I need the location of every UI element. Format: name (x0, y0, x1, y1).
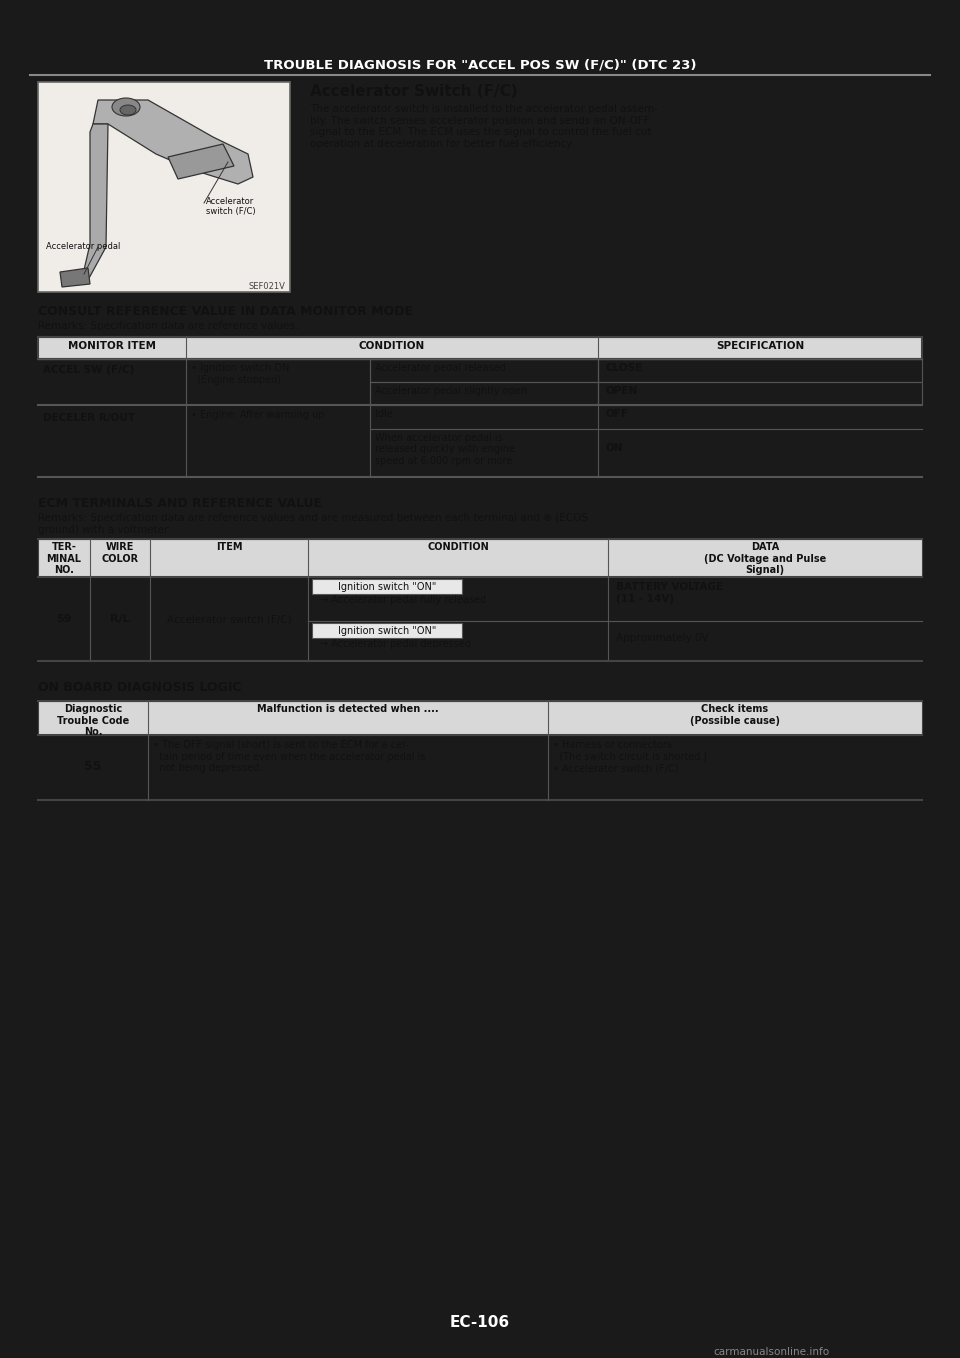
Bar (598, 382, 922, 405)
FancyBboxPatch shape (312, 579, 462, 593)
Text: Remarks: Specification data are reference values.: Remarks: Specification data are referenc… (38, 320, 299, 331)
Bar (598, 359, 922, 382)
Text: Accelerator pedal: Accelerator pedal (46, 242, 120, 251)
Text: → Accelerator pedal fully released: → Accelerator pedal fully released (320, 595, 486, 606)
Text: DECELER R/OUT: DECELER R/OUT (43, 413, 135, 422)
Text: Approximately 0V: Approximately 0V (616, 633, 708, 642)
Text: SPECIFICATION: SPECIFICATION (716, 341, 804, 350)
Bar (38, 701, 922, 735)
Text: When accelerator pedal is
released quickly with engine
speed at 6,000 rpm or mor: When accelerator pedal is released quick… (375, 433, 516, 466)
Text: WIRE
COLOR: WIRE COLOR (102, 542, 138, 564)
Text: Idle: Idle (375, 409, 393, 420)
Polygon shape (70, 124, 108, 280)
Text: BATTERY VOLTAGE
(11 - 14V): BATTERY VOLTAGE (11 - 14V) (616, 583, 723, 603)
Text: Accelerator pedal released: Accelerator pedal released (375, 363, 506, 373)
Text: 59: 59 (57, 614, 72, 623)
Text: CONSULT REFERENCE VALUE IN DATA MONITOR MODE: CONSULT REFERENCE VALUE IN DATA MONITOR … (38, 306, 413, 318)
Text: carmanualsonline.info: carmanualsonline.info (714, 1347, 830, 1357)
Text: Ignition switch "ON": Ignition switch "ON" (338, 626, 436, 636)
Text: DATA
(DC Voltage and Pulse
Signal): DATA (DC Voltage and Pulse Signal) (704, 542, 827, 576)
Text: TROUBLE DIAGNOSIS FOR "ACCEL POS SW (F/C)" (DTC 23): TROUBLE DIAGNOSIS FOR "ACCEL POS SW (F/C… (264, 58, 696, 72)
Text: Remarks: Specification data are reference values and are measured between each t: Remarks: Specification data are referenc… (38, 513, 588, 535)
Text: The accelerator switch is installed to the accelerator pedal assem-
bly. The swi: The accelerator switch is installed to t… (310, 105, 658, 149)
Polygon shape (168, 144, 234, 179)
Text: CLOSE: CLOSE (606, 363, 643, 373)
Text: Diagnostic
Trouble Code
No.: Diagnostic Trouble Code No. (57, 703, 130, 737)
Text: R/L: R/L (110, 614, 130, 623)
Text: Accelerator pedal slightly open: Accelerator pedal slightly open (375, 386, 527, 397)
Bar (370, 382, 598, 405)
Text: • Engine: After warming up: • Engine: After warming up (191, 410, 324, 420)
Text: Check items
(Possible cause): Check items (Possible cause) (690, 703, 780, 725)
Ellipse shape (112, 98, 140, 115)
Ellipse shape (120, 105, 136, 115)
Text: Ignition switch "ON": Ignition switch "ON" (338, 581, 436, 592)
Bar (38, 337, 922, 359)
Text: OFF: OFF (606, 409, 629, 420)
Text: • Harness or connectors
  (The switch circuit is shorted.)
• Accelerator switch : • Harness or connectors (The switch circ… (553, 740, 708, 773)
Polygon shape (93, 100, 253, 183)
Text: 55: 55 (84, 760, 102, 774)
Text: • Ignition switch ON
  (Engine stopped): • Ignition switch ON (Engine stopped) (191, 363, 289, 384)
Text: Accelerator switch (F/C): Accelerator switch (F/C) (167, 614, 291, 623)
Text: ECM TERMINALS AND REFERENCE VALUE: ECM TERMINALS AND REFERENCE VALUE (38, 497, 322, 511)
Text: → Accelerator pedal depressed: → Accelerator pedal depressed (320, 640, 470, 649)
Bar (38, 81, 290, 292)
Text: ON: ON (606, 443, 623, 452)
Text: Accelerator Switch (F/C): Accelerator Switch (F/C) (310, 84, 517, 99)
Text: Accelerator
switch (F/C): Accelerator switch (F/C) (206, 197, 255, 216)
Text: TER-
MINAL
NO.: TER- MINAL NO. (46, 542, 82, 576)
Polygon shape (60, 268, 90, 287)
Text: ITEM: ITEM (216, 542, 242, 551)
Bar (370, 359, 598, 382)
Text: CONDITION: CONDITION (427, 542, 489, 551)
FancyBboxPatch shape (312, 623, 462, 638)
Text: OPEN: OPEN (606, 386, 638, 397)
Bar (38, 539, 922, 577)
Text: Malfunction is detected when ....: Malfunction is detected when .... (257, 703, 439, 714)
Text: SEF021V: SEF021V (248, 282, 285, 291)
Text: • The OFF signal (short) is sent to the ECM for a cer-
  tain period of time eve: • The OFF signal (short) is sent to the … (153, 740, 425, 773)
Text: ACCEL SW (F/C): ACCEL SW (F/C) (43, 365, 134, 375)
Text: CONDITION: CONDITION (359, 341, 425, 350)
Text: EC-106: EC-106 (450, 1315, 510, 1329)
Text: ON BOARD DIAGNOSIS LOGIC: ON BOARD DIAGNOSIS LOGIC (38, 680, 242, 694)
Text: MONITOR ITEM: MONITOR ITEM (68, 341, 156, 350)
